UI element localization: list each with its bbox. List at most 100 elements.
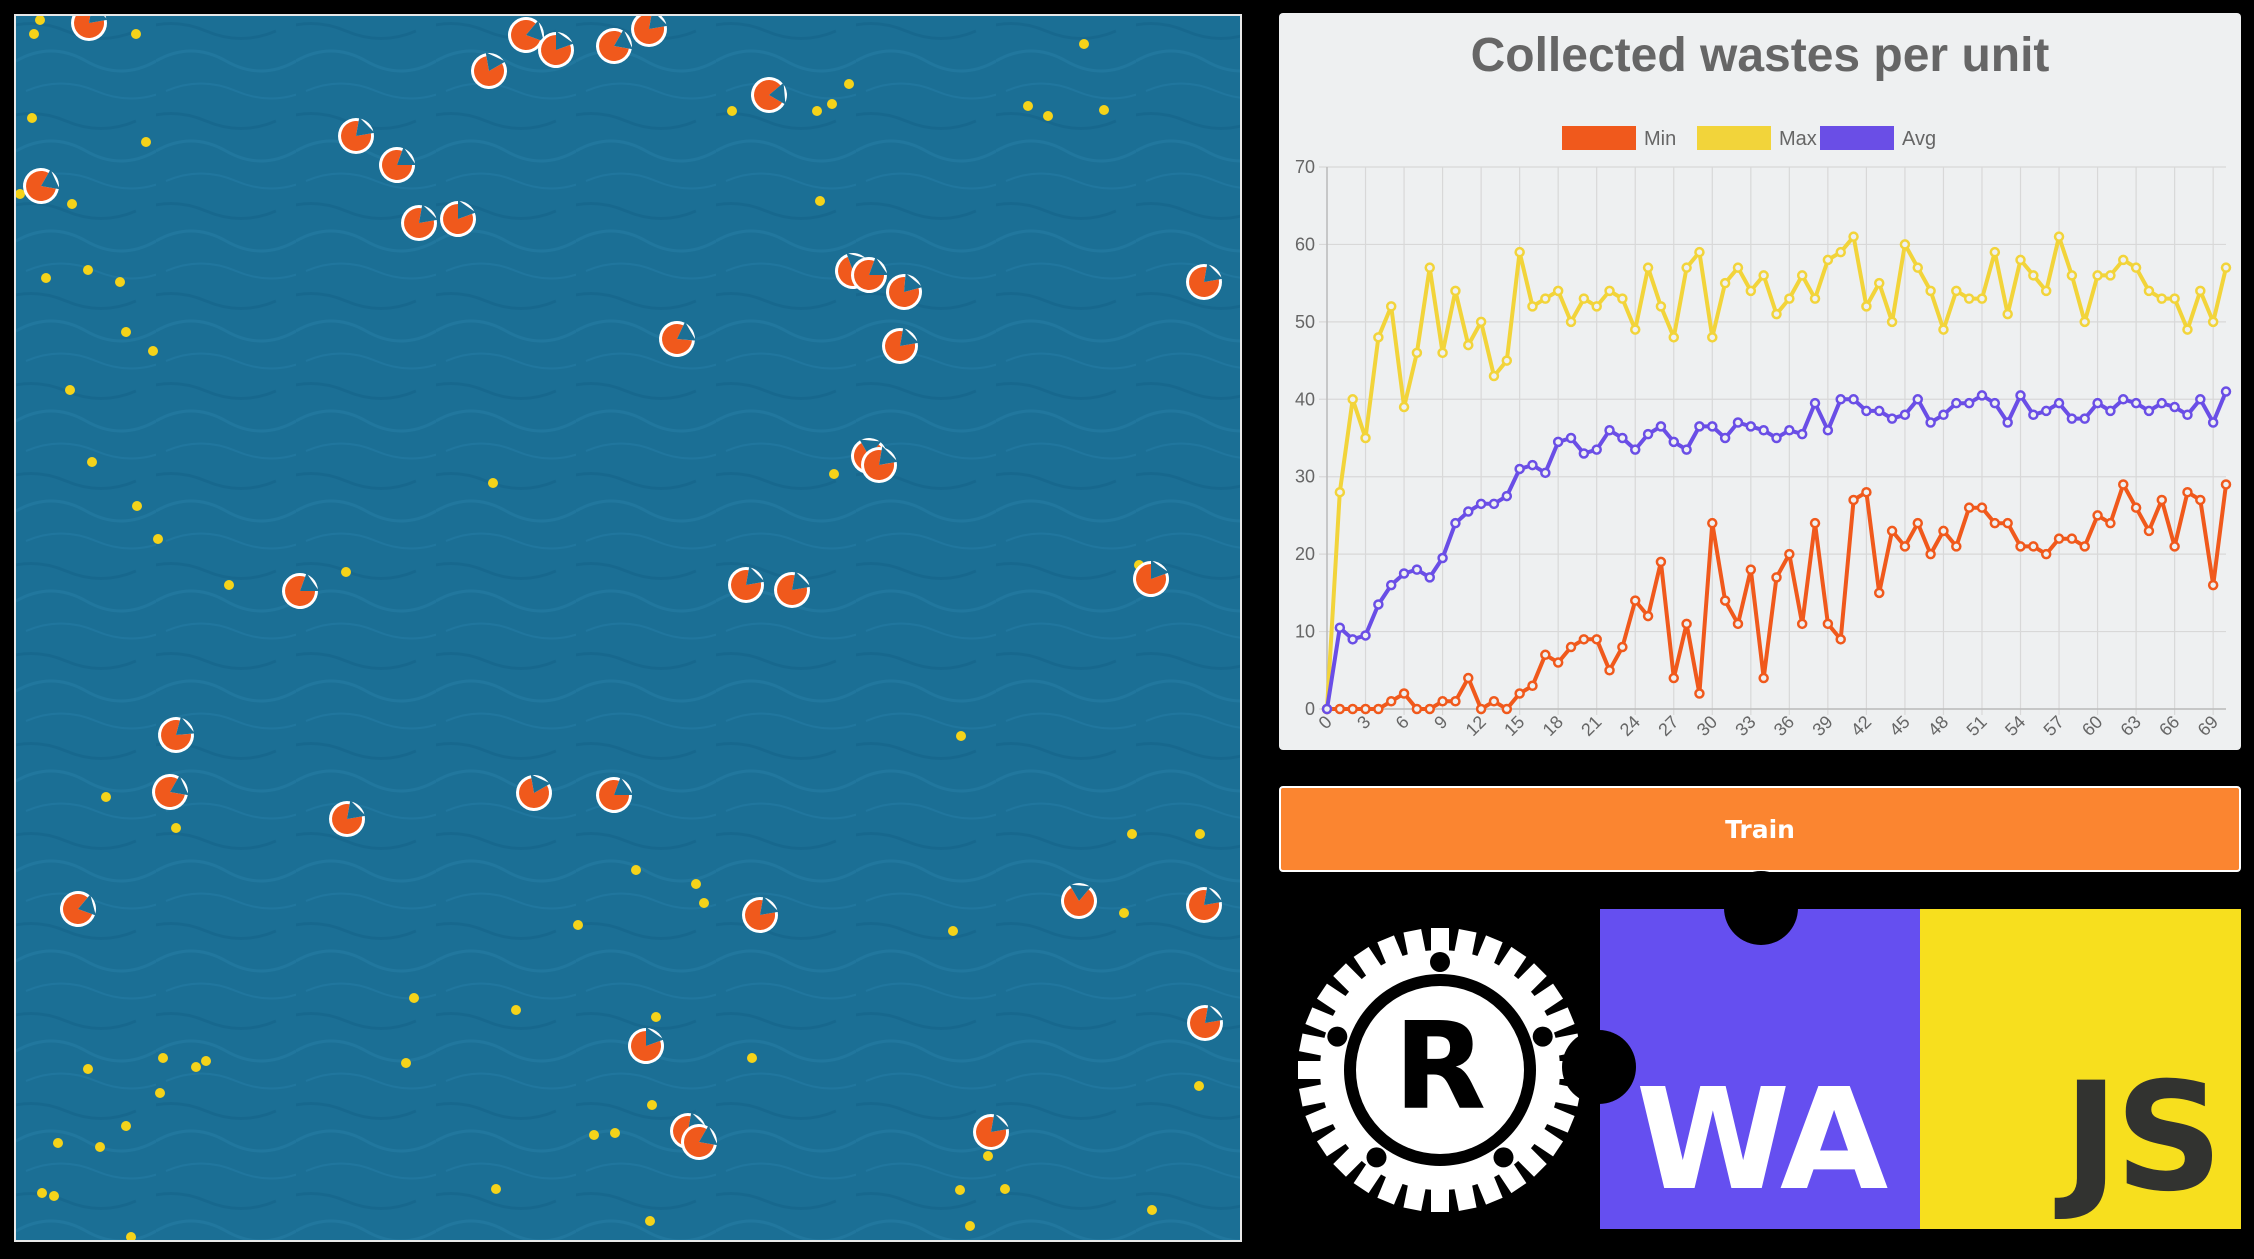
robot-mouth <box>649 16 668 29</box>
robot-mouth <box>356 117 375 136</box>
data-point <box>1360 432 1371 444</box>
data-point <box>1912 517 1924 529</box>
waste-dot <box>83 1064 93 1074</box>
waste-dot <box>201 1056 211 1066</box>
data-point <box>1591 301 1602 312</box>
waste-dot <box>401 1058 411 1068</box>
waste-dot <box>610 1128 620 1138</box>
data-point <box>2156 397 2168 409</box>
data-point <box>2040 548 2052 560</box>
robot-unit <box>596 777 633 813</box>
data-point <box>1411 347 1423 359</box>
robot-unit <box>23 168 60 204</box>
waste-dot <box>341 567 351 577</box>
x-tick-label: 9 <box>1430 712 1451 733</box>
data-point <box>1373 703 1384 715</box>
data-point <box>1835 634 1846 645</box>
webassembly-logo: WA <box>1562 871 1920 1229</box>
data-point <box>2182 324 2193 335</box>
data-point <box>1822 254 1834 266</box>
waste-dot <box>573 920 583 930</box>
waste-dot <box>158 1053 168 1063</box>
data-point <box>1835 246 1846 258</box>
data-point <box>1411 564 1423 575</box>
robot-units <box>23 16 1224 1160</box>
y-tick-label: 10 <box>1295 622 1315 642</box>
data-point <box>2169 541 2180 552</box>
legend-label: Avg <box>1902 128 1936 150</box>
data-point <box>2156 494 2168 506</box>
data-point <box>1822 425 1834 436</box>
robot-mouth <box>347 800 366 819</box>
data-point <box>1540 467 1551 479</box>
data-point <box>1334 486 1346 498</box>
rust-letter: R <box>1394 998 1486 1137</box>
waste-dot <box>955 1185 965 1195</box>
x-tick-label: 6 <box>1392 712 1413 733</box>
simulation-canvas[interactable] <box>14 14 1242 1242</box>
data-point <box>1694 246 1705 258</box>
data-point <box>1771 572 1782 583</box>
data-point <box>1861 486 1872 498</box>
data-point <box>2040 285 2052 297</box>
data-point <box>2028 541 2039 552</box>
robot-body <box>26 171 56 201</box>
data-point <box>1578 293 1590 304</box>
robot-unit <box>631 16 668 47</box>
data-point <box>2079 541 2090 552</box>
rust-gear-core <box>1356 986 1524 1154</box>
data-point <box>1527 301 1538 312</box>
waste-dot <box>16 189 25 199</box>
robot-body <box>1064 887 1094 916</box>
legend-item-min[interactable]: Min <box>1562 126 1676 150</box>
waste-dot <box>153 534 163 544</box>
robot-body <box>662 323 692 354</box>
robot-unit <box>882 327 919 364</box>
robot-unit <box>728 566 765 603</box>
chart-panel: Collected wastes per unit Min Max Avg 0 10 2… <box>1279 13 2241 750</box>
robot-body <box>634 16 665 44</box>
data-point <box>1411 703 1423 715</box>
waste-dot <box>224 580 234 590</box>
waste-dot <box>171 823 181 833</box>
legend-item-avg[interactable]: Avg <box>1820 126 1936 150</box>
robot-mouth <box>677 321 696 341</box>
data-point <box>1552 285 1564 297</box>
series-avg <box>1321 386 2232 715</box>
robot-unit <box>659 321 696 357</box>
robot-body <box>511 20 541 50</box>
robot-unit <box>508 17 544 53</box>
legend-item-max[interactable]: Max <box>1697 126 1817 150</box>
robot-body <box>474 56 504 86</box>
data-point <box>2195 394 2206 405</box>
robot-mouth <box>614 777 633 795</box>
robot-mouth <box>869 257 888 275</box>
train-button[interactable]: Train <box>1279 786 2241 872</box>
waste-dot <box>1195 829 1205 839</box>
data-point <box>2066 270 2078 281</box>
data-point <box>1681 262 1692 273</box>
data-point <box>2053 533 2065 544</box>
data-point <box>1334 622 1346 633</box>
robot-body <box>777 574 808 605</box>
robot-body <box>885 330 916 361</box>
data-point <box>2066 413 2078 424</box>
data-point <box>1745 564 1757 575</box>
data-point <box>1951 285 1962 297</box>
data-point <box>1976 390 1988 401</box>
x-tick-label: 48 <box>1924 712 1952 740</box>
waste-dot <box>727 106 737 116</box>
waste-dot <box>37 1188 47 1198</box>
x-tick-label: 21 <box>1577 712 1605 740</box>
waste-dot <box>647 1100 657 1110</box>
robot-unit <box>71 16 108 41</box>
robot-body <box>889 277 920 307</box>
data-point <box>2220 479 2232 490</box>
waste-dot <box>948 926 958 936</box>
x-tick-label: 54 <box>2001 712 2029 740</box>
data-point <box>2130 502 2142 513</box>
data-point <box>2015 541 2026 552</box>
data-point <box>1488 498 1500 510</box>
data-point <box>1899 541 1911 552</box>
data-point <box>1963 293 1975 304</box>
